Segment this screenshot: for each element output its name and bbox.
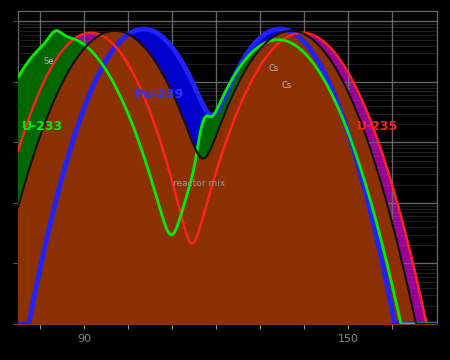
Text: U-235: U-235: [357, 120, 398, 133]
Text: U-233: U-233: [22, 120, 63, 133]
Text: Se: Se: [44, 57, 54, 66]
Text: reactor mix: reactor mix: [173, 179, 225, 188]
Text: Pu-239: Pu-239: [135, 89, 184, 102]
Text: Cs: Cs: [282, 81, 292, 90]
Text: Cs: Cs: [268, 64, 279, 73]
